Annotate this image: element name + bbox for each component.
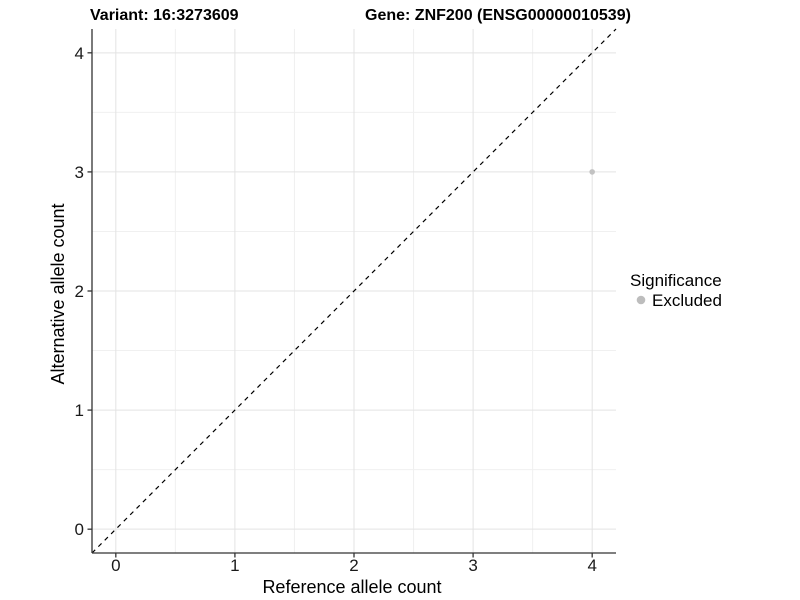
x-tick-label: 4 [587, 556, 596, 575]
x-tick-label: 3 [468, 556, 477, 575]
y-tick-label: 3 [75, 163, 84, 182]
y-tick-label: 4 [75, 44, 84, 63]
y-tick-label: 0 [75, 520, 84, 539]
legend: Significance Excluded [630, 271, 722, 310]
data-point [589, 169, 595, 175]
y-axis-title: Alternative allele count [48, 203, 68, 384]
x-axis-title: Reference allele count [262, 577, 441, 597]
x-tick-label: 2 [349, 556, 358, 575]
plot-title-variant: Variant: 16:3273609 [90, 7, 239, 24]
y-tick-label: 1 [75, 401, 84, 420]
identity-line [91, 28, 617, 554]
y-tick-label: 2 [75, 282, 84, 301]
legend-item-swatch [636, 295, 646, 305]
identity-dashed-line [91, 28, 617, 554]
x-tick-label: 0 [111, 556, 120, 575]
x-tick-label: 1 [230, 556, 239, 575]
legend-item-label: Excluded [652, 291, 722, 310]
legend-title: Significance [630, 271, 722, 290]
data-points [589, 169, 595, 175]
axes: 0 1 2 3 4 0 1 2 3 4 [75, 29, 616, 575]
plot-title-gene: Gene: ZNF200 (ENSG00000010539) [365, 7, 631, 24]
